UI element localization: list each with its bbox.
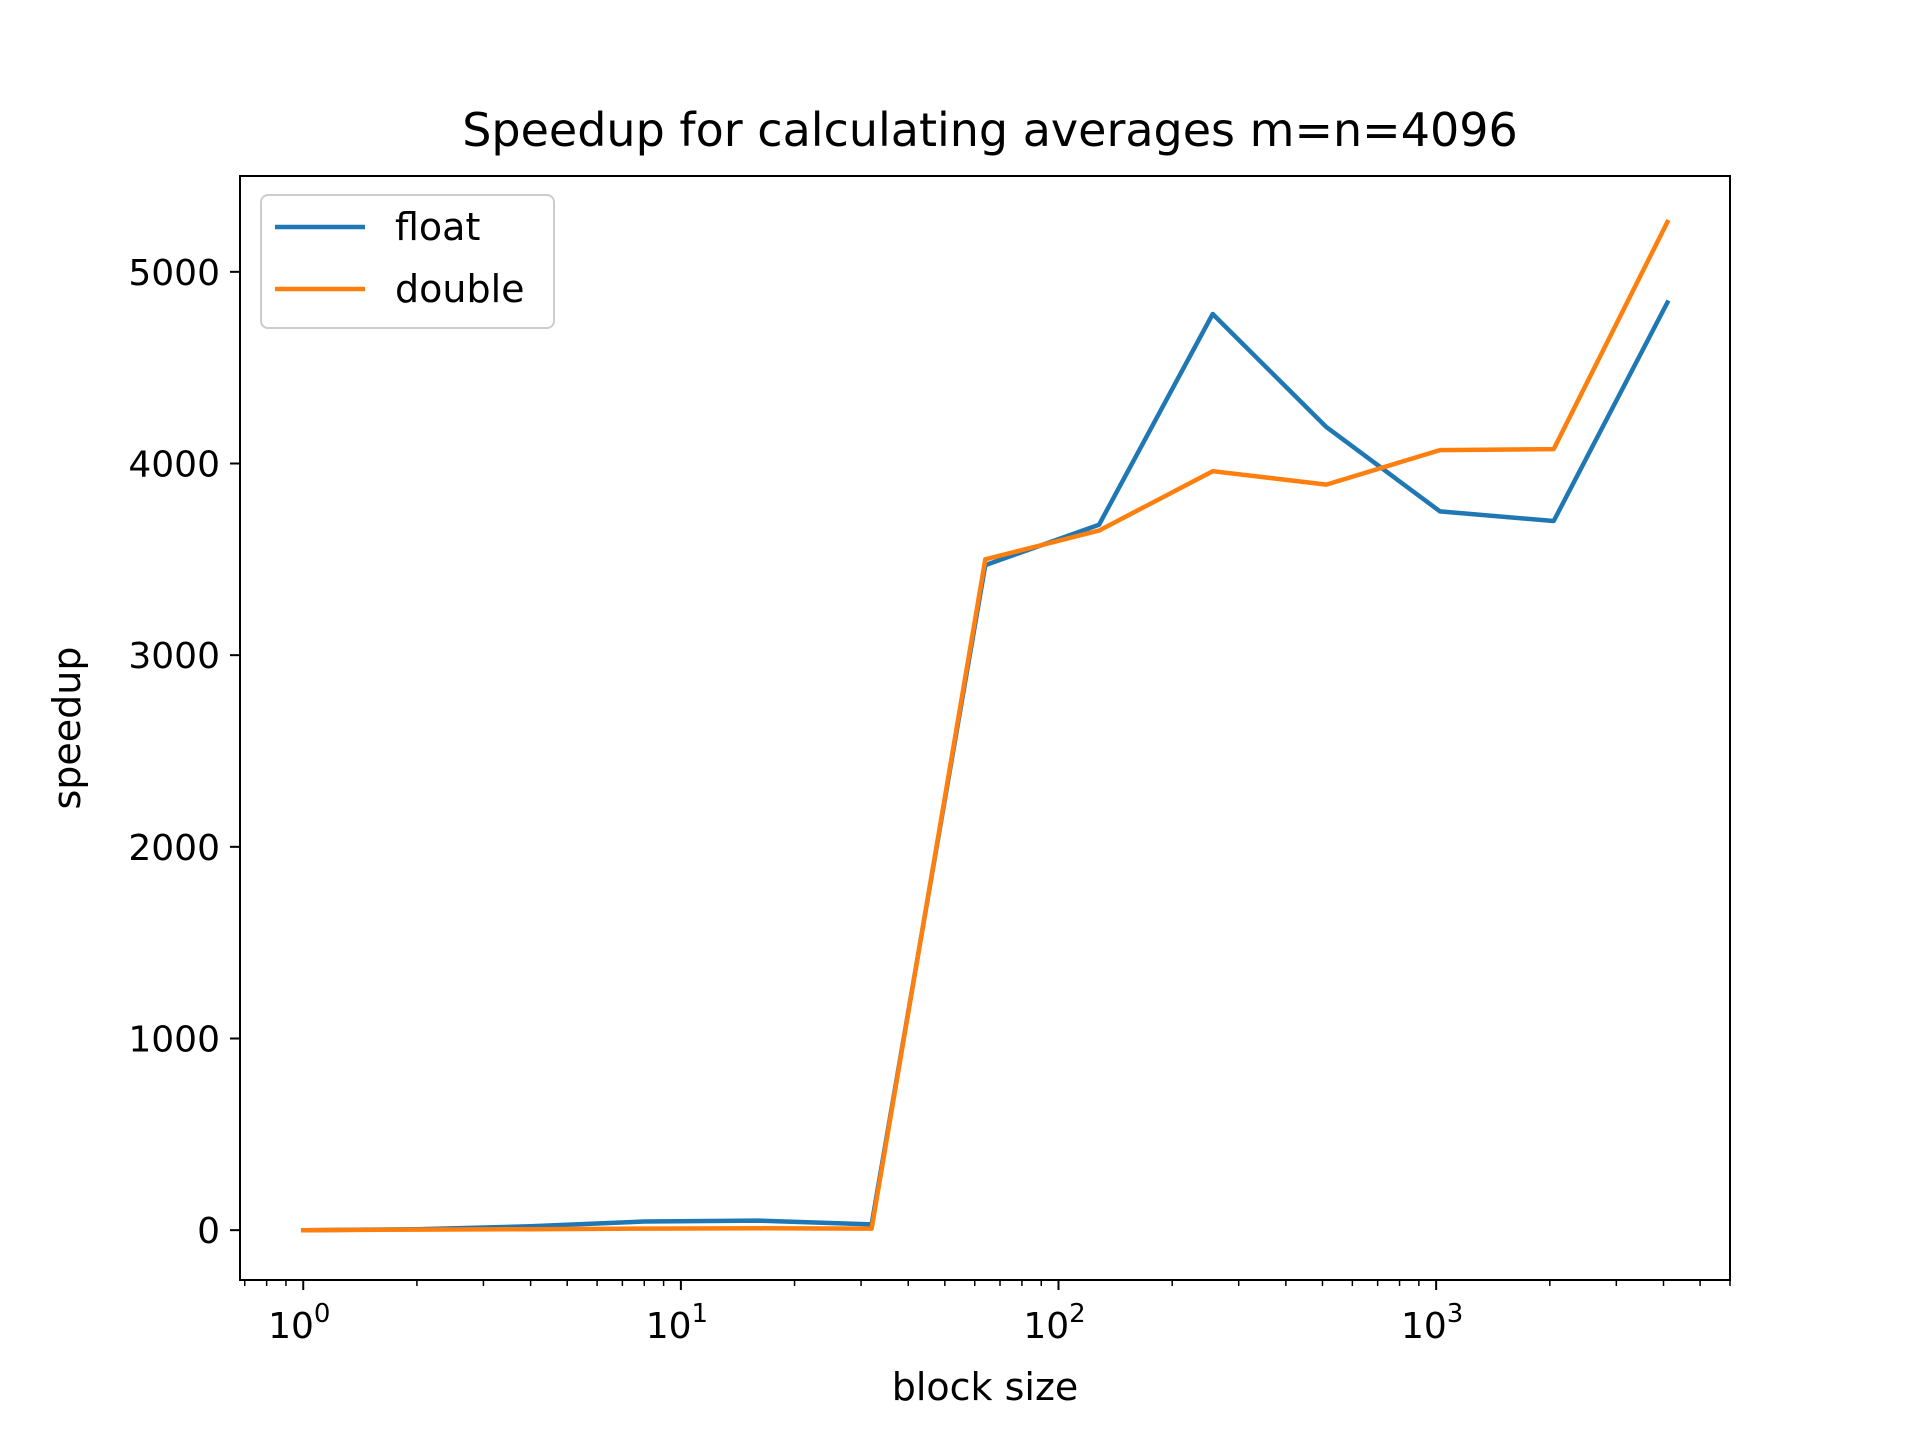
x-tick-label-base: 10 — [1023, 1306, 1069, 1347]
x-tick-label-base: 10 — [646, 1306, 692, 1347]
y-tick-label: 1000 — [128, 1020, 220, 1061]
legend-label-double: double — [395, 267, 525, 311]
y-tick-label: 3000 — [128, 636, 220, 677]
axes-frame — [239, 175, 1731, 1281]
x-axis-ticks: 100 101 102 103 — [244, 1280, 1731, 1347]
series-line-double — [300, 218, 1671, 1233]
series-lines — [300, 218, 1671, 1233]
x-axis-label: block size — [892, 1365, 1079, 1409]
y-axis-ticks: 0 1000 2000 3000 4000 5000 — [128, 253, 240, 1252]
y-tick-label: 5000 — [128, 253, 220, 294]
x-tick-label-exponent: 0 — [314, 1299, 331, 1329]
legend: float double — [260, 194, 555, 329]
y-tick-label: 4000 — [128, 445, 220, 486]
x-tick-label: 101 — [646, 1299, 708, 1347]
x-tick-label-base: 10 — [268, 1306, 314, 1347]
x-tick-label-exponent: 1 — [692, 1299, 709, 1329]
x-tick-label-exponent: 3 — [1447, 1299, 1464, 1329]
x-tick-label: 102 — [1023, 1299, 1085, 1347]
chart-title: Speedup for calculating averages m=n=409… — [462, 103, 1518, 157]
x-tick-label-base: 10 — [1401, 1306, 1447, 1347]
legend-label-float: float — [395, 205, 480, 249]
x-tick-label: 103 — [1401, 1299, 1463, 1347]
y-tick-label: 0 — [197, 1211, 220, 1252]
x-tick-label-exponent: 2 — [1069, 1299, 1086, 1329]
x-tick-label: 100 — [268, 1299, 330, 1347]
plot-area — [239, 175, 1731, 1281]
y-tick-label: 2000 — [128, 828, 220, 869]
y-axis-label: speedup — [45, 646, 89, 809]
